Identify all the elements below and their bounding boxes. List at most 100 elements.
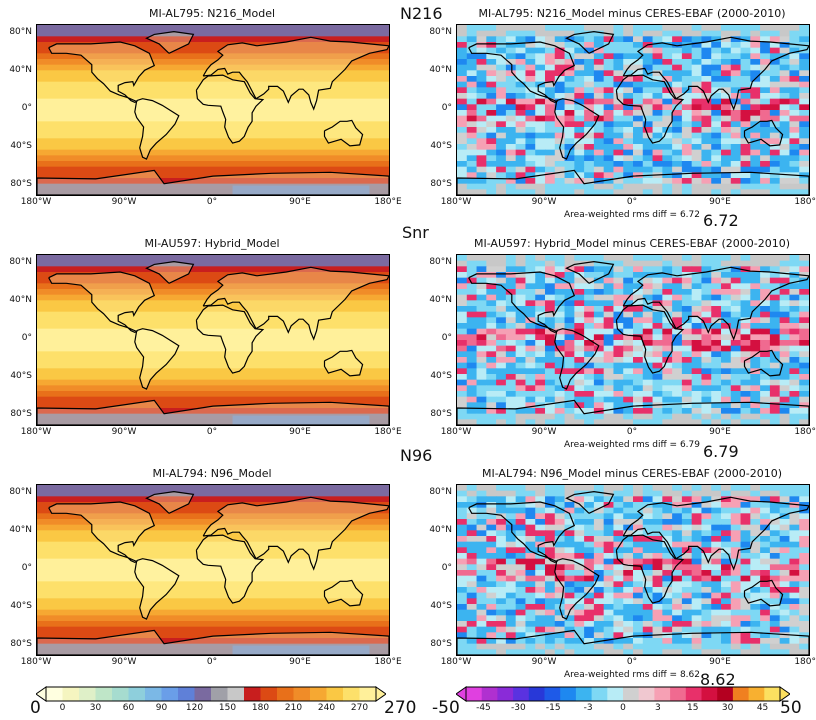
field-cell <box>466 496 478 503</box>
field-cell <box>574 362 585 369</box>
field-cell <box>721 570 732 577</box>
field-cell <box>515 132 527 139</box>
field-cell <box>564 385 575 392</box>
field-cell <box>613 626 624 633</box>
field-cell <box>613 638 624 645</box>
field-cell <box>750 70 761 77</box>
field-cell <box>721 547 732 554</box>
field-cell <box>681 189 693 195</box>
field-cell <box>613 47 624 54</box>
field-cell <box>721 638 732 645</box>
field-cell <box>623 581 634 588</box>
field-cell <box>662 266 673 273</box>
field-cell <box>789 351 800 358</box>
field-cell <box>564 183 575 190</box>
field-cell <box>750 132 761 139</box>
field-cell <box>515 615 527 622</box>
field-cell <box>613 155 624 162</box>
field-cell <box>691 87 703 94</box>
field-cell <box>584 638 595 645</box>
field-cell <box>730 93 742 100</box>
field-cell <box>457 161 468 168</box>
field-cell <box>574 391 585 398</box>
field-cell <box>769 178 781 185</box>
field-cell <box>789 59 800 66</box>
field-cell <box>584 609 595 616</box>
field-cell <box>769 323 781 330</box>
field-cell <box>613 110 624 117</box>
field-cell <box>486 272 497 279</box>
field-cell <box>721 609 732 616</box>
field-cell <box>466 36 478 43</box>
field-cell <box>515 553 527 560</box>
field-cell <box>535 47 546 54</box>
field-cell <box>760 547 771 554</box>
field-cell <box>515 638 527 645</box>
field-cell <box>779 155 791 162</box>
field-cell <box>466 64 478 71</box>
field-cell <box>799 598 809 605</box>
field-cell <box>525 547 536 554</box>
field-cell <box>554 127 566 134</box>
field-cell <box>701 502 712 509</box>
field-cell <box>769 328 781 335</box>
field-cell <box>701 564 712 571</box>
field-cell <box>613 178 624 185</box>
field-cell <box>457 408 468 415</box>
field-cell <box>584 30 595 37</box>
field-cell <box>672 524 683 531</box>
field-cell <box>652 502 663 509</box>
field-cell <box>701 294 712 301</box>
field-cell <box>476 328 487 335</box>
field-cell <box>476 311 487 318</box>
field-cell <box>740 172 751 179</box>
field-cell <box>496 507 507 514</box>
field-cell <box>760 558 771 565</box>
field-cell <box>505 419 517 425</box>
field-cell <box>779 76 791 83</box>
field-cell <box>505 581 517 588</box>
field-cell <box>535 547 546 554</box>
field-cell <box>789 513 800 520</box>
field-cell <box>505 70 517 77</box>
field-cell <box>554 530 566 537</box>
field-cell <box>525 649 536 655</box>
colorbar-difference <box>455 686 791 706</box>
field-cell <box>486 558 497 565</box>
field-cell <box>603 621 615 628</box>
field-cell <box>613 306 624 313</box>
field-cell <box>799 36 809 43</box>
field-cell <box>721 266 732 273</box>
field-cell <box>593 189 605 195</box>
field-cell <box>750 357 761 364</box>
field-cell <box>613 36 624 43</box>
field-cell <box>662 575 673 582</box>
field-cell <box>779 413 791 420</box>
field-cell <box>740 260 751 267</box>
field-cell <box>672 334 683 341</box>
antarctic-low-region <box>232 185 370 195</box>
field-cell <box>584 402 595 409</box>
field-cell <box>691 419 703 425</box>
model-map <box>36 484 390 656</box>
field-cell <box>662 621 673 628</box>
field-cell <box>593 513 605 520</box>
field-cell <box>545 47 556 54</box>
field-cell <box>525 345 536 352</box>
field-cell <box>652 649 663 655</box>
field-cell <box>730 575 742 582</box>
lon-tick-label: 90°W <box>531 197 557 207</box>
field-cell <box>496 632 507 639</box>
field-cell <box>662 391 673 398</box>
field-cell <box>740 643 751 650</box>
field-cell <box>554 558 566 565</box>
field-cell <box>662 396 673 403</box>
field-cell <box>711 519 722 526</box>
field-cell <box>652 621 663 628</box>
field-cell <box>799 81 809 88</box>
field-cell <box>750 541 761 548</box>
field-cell <box>740 87 751 94</box>
field-cell <box>613 581 624 588</box>
field-cell <box>681 306 693 313</box>
field-cell <box>496 98 507 105</box>
